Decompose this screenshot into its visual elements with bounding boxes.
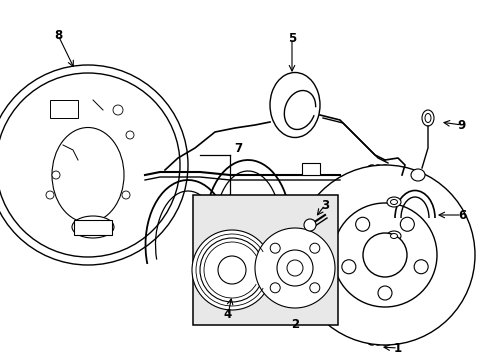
Text: 2: 2 bbox=[290, 319, 299, 332]
Circle shape bbox=[341, 260, 355, 274]
Ellipse shape bbox=[421, 110, 433, 126]
Circle shape bbox=[192, 230, 271, 310]
Ellipse shape bbox=[386, 197, 400, 207]
Circle shape bbox=[46, 191, 54, 199]
Ellipse shape bbox=[424, 113, 430, 122]
Circle shape bbox=[309, 283, 319, 293]
Bar bbox=[50, 100, 78, 118]
Circle shape bbox=[332, 203, 436, 307]
Circle shape bbox=[113, 105, 123, 115]
Ellipse shape bbox=[52, 127, 124, 222]
Circle shape bbox=[400, 217, 413, 231]
Circle shape bbox=[218, 256, 245, 284]
Bar bbox=[74, 220, 112, 235]
Text: 7: 7 bbox=[233, 141, 242, 154]
Circle shape bbox=[52, 171, 60, 179]
Ellipse shape bbox=[410, 169, 424, 181]
Circle shape bbox=[355, 217, 369, 231]
Circle shape bbox=[286, 260, 303, 276]
Circle shape bbox=[304, 219, 315, 231]
Ellipse shape bbox=[351, 165, 391, 345]
Circle shape bbox=[309, 243, 319, 253]
Circle shape bbox=[200, 238, 264, 302]
Circle shape bbox=[93, 218, 103, 228]
Text: 4: 4 bbox=[224, 309, 232, 321]
Circle shape bbox=[413, 260, 427, 274]
Ellipse shape bbox=[390, 234, 397, 239]
Text: 3: 3 bbox=[320, 198, 328, 212]
Ellipse shape bbox=[357, 165, 397, 345]
Bar bbox=[193, 195, 337, 325]
Circle shape bbox=[0, 65, 187, 265]
Circle shape bbox=[294, 165, 474, 345]
Text: 6: 6 bbox=[457, 208, 465, 221]
Circle shape bbox=[377, 286, 391, 300]
Circle shape bbox=[122, 191, 130, 199]
Ellipse shape bbox=[72, 216, 114, 238]
Text: 9: 9 bbox=[457, 118, 465, 131]
Circle shape bbox=[276, 250, 312, 286]
Circle shape bbox=[0, 73, 180, 257]
Text: 1: 1 bbox=[393, 342, 401, 355]
Text: 5: 5 bbox=[287, 32, 296, 45]
Circle shape bbox=[270, 283, 280, 293]
Text: 8: 8 bbox=[54, 28, 62, 41]
Ellipse shape bbox=[386, 231, 400, 241]
Bar bbox=[302, 163, 319, 175]
Circle shape bbox=[362, 233, 406, 277]
Circle shape bbox=[254, 228, 334, 308]
Ellipse shape bbox=[364, 165, 405, 345]
Ellipse shape bbox=[390, 199, 397, 204]
Circle shape bbox=[126, 131, 134, 139]
Circle shape bbox=[270, 243, 280, 253]
